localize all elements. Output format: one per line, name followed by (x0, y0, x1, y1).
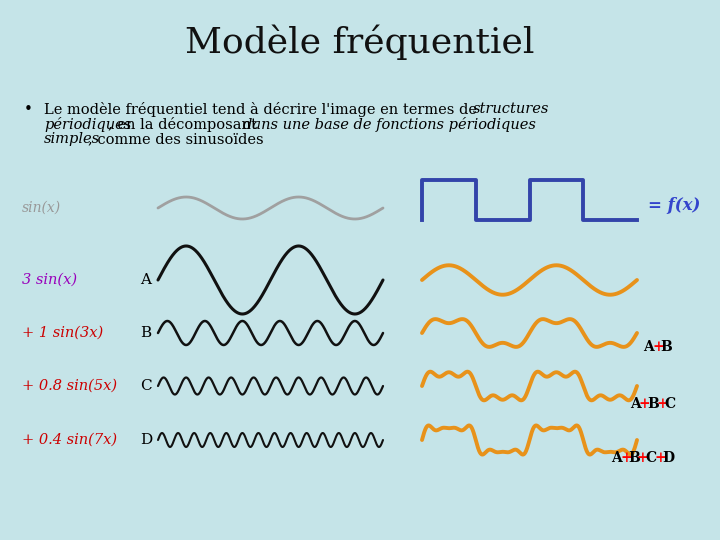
Text: +: + (620, 451, 631, 465)
Text: = f(x): = f(x) (648, 198, 701, 214)
Text: A: A (140, 273, 151, 287)
Text: structures: structures (473, 102, 549, 116)
Text: A: A (630, 397, 641, 411)
Text: + 0.4 sin(7x): + 0.4 sin(7x) (22, 433, 117, 447)
Text: , en la décomposant: , en la décomposant (108, 117, 261, 132)
Text: dans une base de fonctions périodiques: dans une base de fonctions périodiques (243, 117, 536, 132)
Text: B: B (140, 326, 151, 340)
Text: A: A (611, 451, 622, 465)
Text: C: C (645, 451, 656, 465)
Text: sin(x): sin(x) (22, 201, 61, 215)
Text: +: + (656, 397, 667, 411)
Text: Le modèle fréquentiel tend à décrire l'image en termes de: Le modèle fréquentiel tend à décrire l'i… (44, 102, 482, 117)
Text: C: C (664, 397, 675, 411)
Text: + 0.8 sin(5x): + 0.8 sin(5x) (22, 379, 117, 393)
Text: D: D (662, 451, 674, 465)
Text: périodiques: périodiques (44, 117, 131, 132)
Text: , comme des sinusoïdes: , comme des sinusoïdes (88, 132, 264, 146)
Text: +: + (654, 451, 665, 465)
Text: +: + (652, 340, 664, 354)
Text: B: B (647, 397, 659, 411)
Text: Modèle fréquentiel: Modèle fréquentiel (185, 24, 535, 60)
Text: + 1 sin(3x): + 1 sin(3x) (22, 326, 103, 340)
Text: D: D (140, 433, 152, 447)
Text: +: + (639, 397, 651, 411)
Text: C: C (140, 379, 152, 393)
Text: A: A (643, 340, 654, 354)
Text: •: • (24, 102, 33, 117)
Text: simples: simples (44, 132, 100, 146)
Text: B: B (628, 451, 640, 465)
Text: 3 sin(x): 3 sin(x) (22, 273, 77, 287)
Text: B: B (660, 340, 672, 354)
Text: +: + (637, 451, 649, 465)
